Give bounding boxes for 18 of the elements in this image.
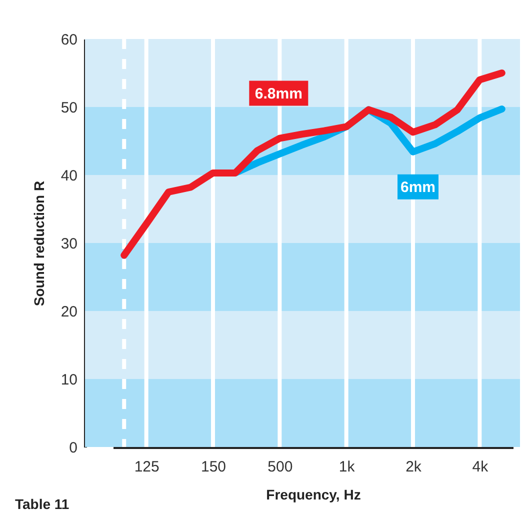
x-tick-label: 4k bbox=[472, 458, 489, 476]
y-tick-label: 50 bbox=[60, 100, 78, 116]
y-tick-label: 10 bbox=[60, 372, 78, 388]
x-tick-label: 1k bbox=[338, 458, 356, 476]
caption: Table 11 bbox=[15, 496, 70, 512]
y-tick-label: 30 bbox=[60, 236, 78, 252]
y-tick-label: 40 bbox=[60, 168, 78, 184]
x-tick-label: 2k bbox=[406, 458, 422, 476]
y-axis-title: Sound reduction R bbox=[30, 180, 47, 306]
x-axis-title: Frequency, Hz bbox=[266, 486, 361, 502]
x-tick-label: 150 bbox=[200, 458, 226, 476]
y-tick-label: 20 bbox=[60, 304, 78, 320]
y-tick-label: 0 bbox=[69, 440, 78, 456]
x-tick-label: 500 bbox=[268, 458, 293, 476]
x-tick-label: 125 bbox=[134, 458, 160, 476]
series-label: 6mm bbox=[400, 178, 436, 196]
y-tick-label: 60 bbox=[60, 32, 78, 48]
text: 6.8mm bbox=[254, 85, 302, 102]
